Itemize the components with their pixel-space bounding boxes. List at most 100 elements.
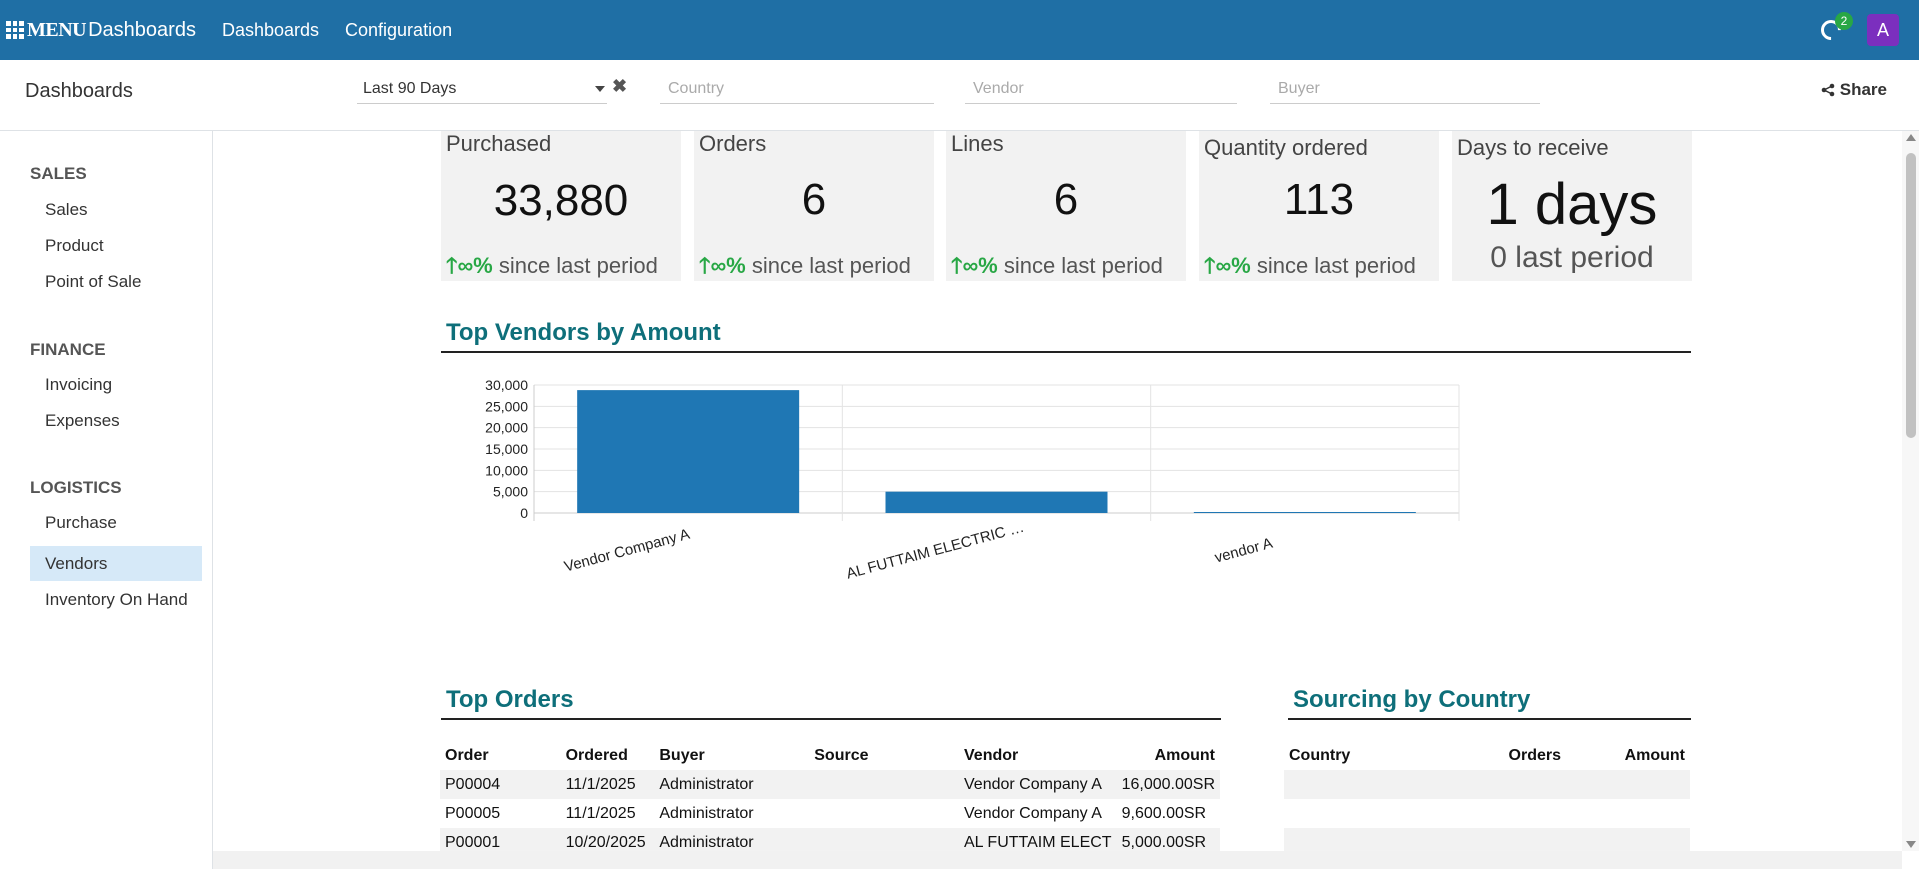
kpi-trend: 🡑∞% since last period — [446, 249, 658, 287]
sidebar: SALES Sales Product Point of Sale FINANC… — [0, 131, 213, 869]
y-tick-label: 30,000 — [485, 377, 528, 393]
top-orders-table: Order Ordered Buyer Source Vendor Amount… — [440, 741, 1220, 857]
kpi-value: 6 — [1053, 175, 1079, 224]
kpi-trend-text: since last period — [751, 253, 911, 278]
kpi-card-orders: Orders 6 🡑∞% since last period — [694, 131, 934, 281]
arrow-up-icon: 🡑 — [446, 253, 458, 278]
table-row: P00004 11/1/2025 Administrator Vendor Co… — [440, 770, 1220, 799]
kpi-title: Orders — [699, 131, 767, 156]
order-amount: 16,000.00SR — [1116, 770, 1220, 799]
scroll-up-icon[interactable] — [1906, 134, 1916, 141]
vertical-scrollbar[interactable] — [1902, 131, 1919, 851]
col-amount: Amount — [1154, 746, 1215, 764]
vendor-filter-input[interactable] — [965, 74, 1237, 104]
order-source — [809, 799, 959, 828]
bar-2[interactable] — [1193, 512, 1416, 513]
nav-dashboards[interactable]: Dashboards — [221, 19, 320, 40]
kpi-card-days-to-receive: Days to receive 1 days 0 last period — [1452, 131, 1692, 281]
kpi-card-lines: Lines 6 🡑∞% since last period — [946, 131, 1186, 281]
order-vendor: Vendor Company A — [964, 804, 1102, 822]
activity-button[interactable]: 2 — [1816, 12, 1853, 45]
buyer-filter-input[interactable] — [1270, 74, 1540, 104]
order-link[interactable]: P00005 — [445, 804, 501, 822]
sidebar-item-expenses[interactable]: Expenses — [45, 411, 120, 430]
col-orders: Orders — [1508, 746, 1561, 764]
section-title-sourcing-by-country: Sourcing by Country — [1288, 686, 1691, 720]
col-amount: Amount — [1624, 746, 1685, 764]
kpi-trend: 🡑∞% since last period — [699, 249, 911, 287]
x-tick-label: Vendor Company A — [562, 526, 691, 576]
order-vendor: Vendor Company A — [959, 770, 1117, 799]
table-row — [1284, 770, 1690, 799]
col-order: Order — [445, 746, 489, 764]
apps-grid-icon — [6, 21, 24, 39]
order-link[interactable]: P00004 — [440, 770, 561, 799]
sidebar-item-product[interactable]: Product — [45, 236, 104, 255]
kpi-trend-pct: ∞% — [1215, 253, 1251, 278]
bar-0[interactable] — [577, 390, 800, 513]
order-date: 11/1/2025 — [560, 770, 655, 799]
arrow-up-icon: 🡑 — [699, 253, 711, 278]
sidebar-item-vendors[interactable]: Vendors — [30, 546, 202, 581]
app-name: Dashboards — [88, 18, 196, 41]
sidebar-item-sales[interactable]: Sales — [45, 200, 88, 219]
table-header-row: Order Ordered Buyer Source Vendor Amount — [440, 741, 1220, 770]
scroll-thumb[interactable] — [1906, 153, 1916, 438]
sidebar-item-inventory-on-hand[interactable]: Inventory On Hand — [45, 590, 188, 609]
kpi-trend: 🡑∞% since last period — [951, 249, 1163, 287]
kpi-value: 1 days — [1486, 172, 1658, 237]
kpi-card-purchased: Purchased 33,880 🡑∞% since last period — [441, 131, 681, 281]
sidebar-item-point-of-sale[interactable]: Point of Sale — [45, 272, 142, 291]
sourcing-by-country-table: Country Orders Amount — [1284, 741, 1690, 857]
menu-label: MENU — [27, 18, 87, 41]
arrow-up-icon: 🡑 — [1204, 253, 1216, 278]
date-range-select[interactable]: Last 90 Days — [357, 74, 607, 104]
table-header-row: Country Orders Amount — [1284, 741, 1690, 770]
caret-down-icon — [595, 86, 605, 92]
x-tick-label: vendor A — [1213, 535, 1275, 567]
y-tick-label: 25,000 — [485, 398, 528, 414]
col-source: Source — [814, 746, 869, 764]
y-tick-label: 20,000 — [485, 420, 528, 436]
table-row — [1284, 799, 1690, 828]
x-tick-label: AL FUTTAIM ELECTRIC … — [845, 519, 1027, 583]
scroll-down-icon[interactable] — [1906, 841, 1916, 848]
table-row: P00005 11/1/2025 Administrator Vendor Co… — [440, 799, 1220, 828]
page-title: Dashboards — [25, 80, 133, 102]
country-filter-input[interactable] — [660, 74, 934, 104]
kpi-trend-pct: ∞% — [710, 253, 746, 278]
col-country: Country — [1289, 746, 1351, 764]
section-title-top-orders: Top Orders — [441, 686, 1221, 720]
sidebar-item-purchase[interactable]: Purchase — [45, 513, 117, 532]
y-tick-label: 15,000 — [485, 441, 528, 457]
section-title-top-vendors: Top Vendors by Amount — [441, 319, 1691, 353]
sidebar-section-logistics: LOGISTICS — [30, 478, 122, 497]
bar-1[interactable] — [885, 491, 1108, 513]
share-button[interactable]: Share — [1821, 80, 1887, 100]
y-tick-label: 0 — [520, 505, 528, 521]
kpi-previous: 0 last period — [1490, 241, 1654, 274]
arrow-up-icon: 🡑 — [951, 253, 963, 278]
activity-badge: 2 — [1835, 12, 1853, 30]
order-amount: 9,600.00SR — [1121, 804, 1207, 822]
kpi-trend-text: since last period — [1256, 253, 1416, 278]
clear-date-icon[interactable]: ✖ — [612, 76, 628, 96]
kpi-title: Lines — [951, 131, 1004, 156]
share-label: Share — [1839, 80, 1887, 99]
sidebar-item-invoicing[interactable]: Invoicing — [45, 375, 113, 394]
order-buyer: Administrator — [654, 770, 810, 799]
horizontal-scrollbar[interactable] — [213, 851, 1902, 869]
dashboard-content: Purchased 33,880 🡑∞% since last period O… — [214, 131, 1919, 857]
app-menu-button[interactable]: MENU Dashboards — [0, 0, 196, 60]
kpi-trend: 🡑∞% since last period — [1204, 249, 1416, 287]
kpi-value: 113 — [1283, 175, 1355, 224]
kpi-card-quantity-ordered: Quantity ordered 113 🡑∞% since last peri… — [1199, 131, 1439, 281]
kpi-value: 33,880 — [493, 176, 629, 225]
user-avatar[interactable]: A — [1867, 14, 1899, 46]
kpi-trend-text: since last period — [1003, 253, 1163, 278]
kpi-value: 6 — [801, 175, 827, 224]
top-navbar: MENU Dashboards Dashboards Configuration… — [0, 0, 1919, 60]
nav-configuration[interactable]: Configuration — [345, 19, 453, 40]
y-tick-label: 10,000 — [485, 462, 528, 478]
sidebar-section-finance: FINANCE — [30, 340, 106, 359]
